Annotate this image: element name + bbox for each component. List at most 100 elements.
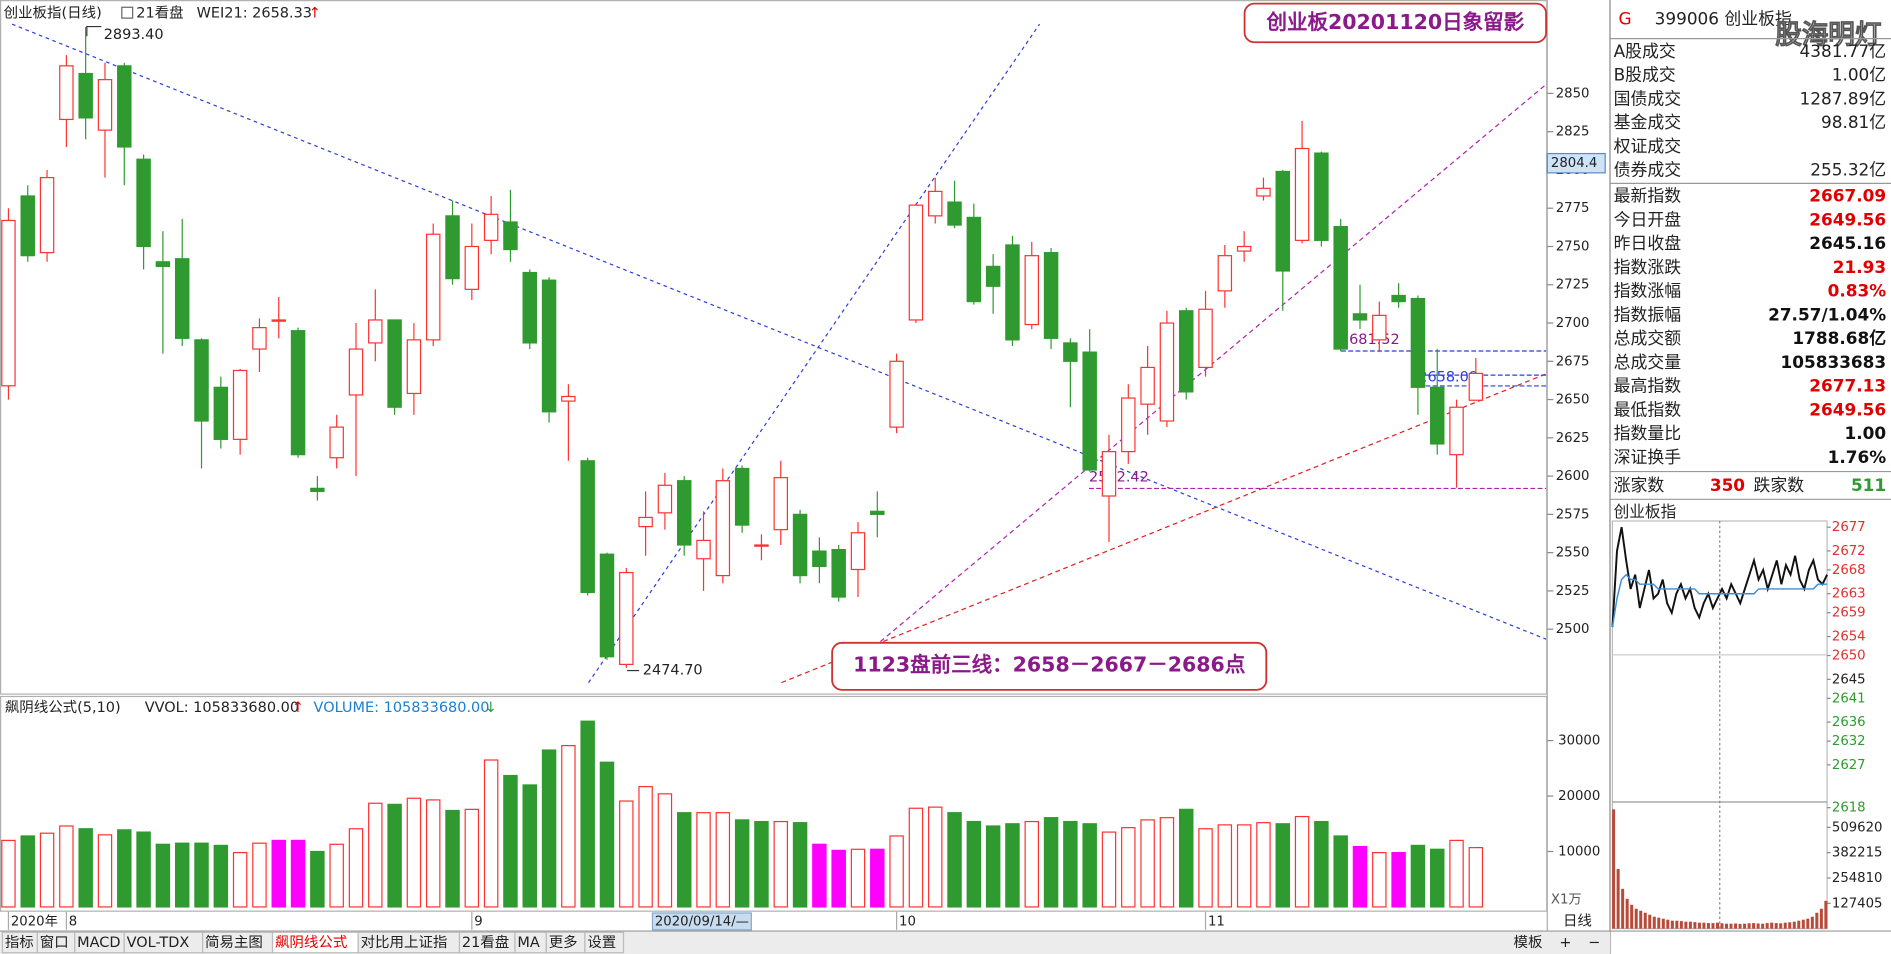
quote-value: 98.81亿 xyxy=(1821,112,1886,132)
quote-label: 最高指数 xyxy=(1614,376,1682,396)
volume-bar xyxy=(1121,827,1136,908)
toolbar-button[interactable]: 模板 xyxy=(1514,933,1543,951)
volume-bar xyxy=(1391,851,1406,908)
volume-bar xyxy=(696,812,711,908)
candle-body xyxy=(1352,313,1368,321)
toolbar-button[interactable]: + xyxy=(1559,935,1571,951)
candle-body xyxy=(97,79,113,131)
volume-bar xyxy=(39,832,55,908)
volume-bar xyxy=(1256,822,1271,908)
toolbar-button[interactable]: − xyxy=(1588,935,1600,951)
candle-body xyxy=(870,510,885,515)
volume-bar xyxy=(734,819,750,908)
candle-body xyxy=(812,550,827,568)
candle-body xyxy=(1217,255,1233,292)
indicator-arrow: ↑ xyxy=(309,5,321,21)
volume-bar xyxy=(174,842,190,908)
y-tick-label: 2659 xyxy=(1832,606,1866,621)
y-tick-label: 127405 xyxy=(1832,896,1883,911)
chart-name: 创业板指(日线) xyxy=(4,3,102,21)
cursor-date: 2020/09/14/— xyxy=(655,914,749,929)
quote-value: 105833683 xyxy=(1780,352,1886,372)
volume-bar xyxy=(232,851,248,908)
candle-body xyxy=(1159,322,1175,422)
cursor-value: 2804.4 xyxy=(1551,156,1597,171)
annotation: 2681.52 xyxy=(1340,332,1400,348)
volume-bar xyxy=(329,843,344,908)
toolbar-tab-label[interactable]: 飙阴线公式 xyxy=(275,934,347,951)
y-tick-label: 2850 xyxy=(1556,86,1590,101)
volume-bar xyxy=(715,812,731,908)
toolbar-tab-label[interactable]: VOL-TDX xyxy=(127,935,190,951)
candle-body xyxy=(619,571,634,665)
y-tick-label: 2675 xyxy=(1556,354,1590,369)
y-tick-label: 2650 xyxy=(1832,649,1866,664)
toolbar-tab-label[interactable]: 指标 xyxy=(5,934,34,951)
quote-value: 2677.13 xyxy=(1809,376,1886,396)
volume-bar xyxy=(1101,831,1117,908)
toolbar-tab-label[interactable]: 设置 xyxy=(587,934,616,951)
toolbar-tab xyxy=(584,931,625,954)
toolbar-tab-label[interactable]: MA xyxy=(517,935,539,951)
quote-label: 指数涨幅 xyxy=(1614,281,1682,301)
toolbar-tab-label[interactable]: 更多 xyxy=(549,934,578,951)
volume-bar xyxy=(580,720,595,908)
volume-bar xyxy=(773,820,788,908)
x-tick-label: 2020年 xyxy=(11,913,58,929)
volume-bar xyxy=(619,800,634,908)
volume-bar xyxy=(1005,823,1020,908)
y-tick-label: 20000 xyxy=(1558,789,1600,804)
candle-body xyxy=(136,158,151,248)
toolbar-tab-label[interactable]: 21看盘 xyxy=(462,933,509,951)
volume-bar xyxy=(1,839,16,908)
y-tick-label: 2663 xyxy=(1832,587,1866,602)
candle-body xyxy=(290,330,306,456)
candle-body xyxy=(252,327,267,350)
quote-label: 指数振幅 xyxy=(1614,304,1682,324)
volume-bar xyxy=(1468,847,1484,908)
candle-body xyxy=(1101,451,1117,497)
volume-bar xyxy=(1043,817,1059,908)
candle-body xyxy=(310,487,325,493)
volume-bar xyxy=(522,784,537,908)
volume-bar xyxy=(483,759,499,908)
quote-label: 昨日收盘 xyxy=(1614,233,1682,253)
trend-line xyxy=(11,23,1547,640)
volume-bar xyxy=(1082,823,1097,908)
y-tick-label: 2627 xyxy=(1832,758,1866,773)
quote-label: 国债成交 xyxy=(1614,88,1682,108)
candle-body xyxy=(1121,397,1136,453)
candle-body xyxy=(406,339,422,395)
candle-body xyxy=(715,480,731,577)
candle-body xyxy=(20,195,35,257)
toolbar-tab-label[interactable]: MACD xyxy=(77,935,120,951)
toolbar-tab-label[interactable]: 对比用上证指 xyxy=(361,934,448,951)
volume-bar xyxy=(406,797,422,908)
candle-body xyxy=(1256,187,1271,197)
y-tick-label: 2575 xyxy=(1556,507,1590,522)
candle-body xyxy=(387,319,402,408)
volume-bar xyxy=(908,807,924,908)
candle-body xyxy=(541,279,557,413)
toolbar-tab-label[interactable]: 简易主图 xyxy=(205,934,263,951)
volume-bar xyxy=(1236,824,1252,908)
volume-label: VOLUME: 105833680.00 xyxy=(314,700,490,716)
intraday-line xyxy=(1611,573,1828,628)
toolbar-tab-label[interactable]: 窗口 xyxy=(40,933,69,951)
volume-bar xyxy=(1294,815,1310,908)
trend-line xyxy=(781,373,1547,684)
quote-label: 总成交额 xyxy=(1614,328,1682,348)
annotation: 2658.09 xyxy=(1418,370,1478,386)
y-tick-label: 382215 xyxy=(1832,846,1883,861)
quote-value: 1.76% xyxy=(1828,447,1887,467)
volume-bar xyxy=(812,843,827,908)
candle-body xyxy=(464,245,480,290)
volume-bar xyxy=(387,803,402,908)
candle-body xyxy=(232,369,248,440)
volume-bar xyxy=(310,850,325,908)
quote-value: 2667.09 xyxy=(1809,186,1886,206)
candle-body xyxy=(908,204,924,321)
quote-label: 最低指数 xyxy=(1614,399,1682,419)
